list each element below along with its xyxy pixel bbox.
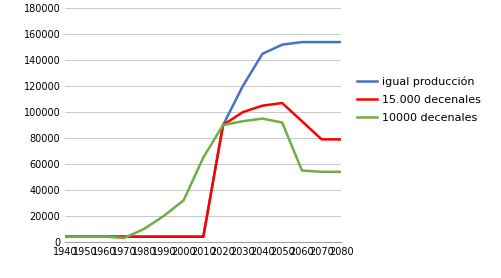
igual producción	[102, 235, 108, 238]
10000 decenales	[259, 117, 265, 120]
10000 decenales	[141, 227, 147, 230]
Line: 10000 decenales: 10000 decenales	[65, 119, 341, 238]
15.000 decenales	[298, 120, 304, 123]
10000 decenales	[200, 156, 206, 159]
15.000 decenales	[239, 110, 245, 114]
igual producción	[219, 123, 225, 127]
igual producción	[200, 235, 206, 238]
15.000 decenales	[82, 235, 88, 238]
15.000 decenales	[62, 235, 68, 238]
15.000 decenales	[219, 123, 225, 127]
10000 decenales	[62, 235, 68, 238]
igual producción	[62, 235, 68, 238]
igual producción	[180, 235, 186, 238]
igual producción	[82, 235, 88, 238]
10000 decenales	[298, 169, 304, 172]
10000 decenales	[239, 120, 245, 123]
igual producción	[141, 235, 147, 238]
15.000 decenales	[279, 101, 285, 105]
10000 decenales	[318, 170, 324, 173]
15.000 decenales	[102, 235, 108, 238]
10000 decenales	[219, 123, 225, 127]
10000 decenales	[160, 214, 166, 218]
15.000 decenales	[180, 235, 186, 238]
Legend: igual producción, 15.000 decenales, 10000 decenales: igual producción, 15.000 decenales, 1000…	[352, 72, 485, 127]
igual producción	[338, 40, 344, 44]
Line: igual producción: igual producción	[65, 42, 341, 237]
10000 decenales	[102, 235, 108, 238]
15.000 decenales	[121, 235, 127, 238]
igual producción	[160, 235, 166, 238]
Line: 15.000 decenales: 15.000 decenales	[65, 103, 341, 237]
igual producción	[259, 52, 265, 55]
igual producción	[279, 43, 285, 46]
10000 decenales	[338, 170, 344, 173]
igual producción	[298, 40, 304, 44]
igual producción	[121, 235, 127, 238]
15.000 decenales	[160, 235, 166, 238]
15.000 decenales	[200, 235, 206, 238]
igual producción	[239, 85, 245, 88]
15.000 decenales	[338, 138, 344, 141]
15.000 decenales	[259, 104, 265, 107]
15.000 decenales	[318, 138, 324, 141]
10000 decenales	[82, 235, 88, 238]
10000 decenales	[121, 236, 127, 240]
igual producción	[318, 40, 324, 44]
15.000 decenales	[141, 235, 147, 238]
10000 decenales	[180, 199, 186, 202]
10000 decenales	[279, 121, 285, 124]
